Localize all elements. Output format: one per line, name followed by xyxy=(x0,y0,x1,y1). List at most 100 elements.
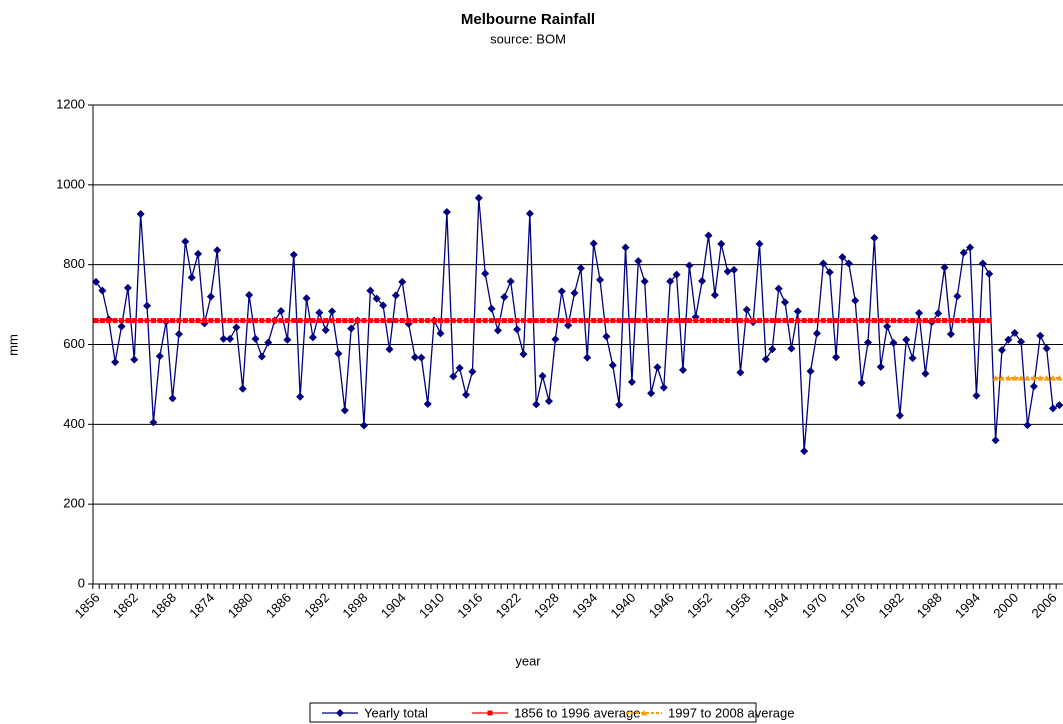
marker xyxy=(257,352,266,361)
marker xyxy=(277,306,286,315)
x-tick-label: 1910 xyxy=(416,590,447,621)
marker xyxy=(788,318,794,324)
marker xyxy=(304,318,310,324)
marker xyxy=(825,268,834,277)
marker xyxy=(119,318,125,324)
marker xyxy=(666,277,675,286)
x-tick-label: 2000 xyxy=(990,590,1021,621)
marker xyxy=(347,324,356,333)
marker xyxy=(991,436,1000,445)
marker xyxy=(482,318,488,324)
marker xyxy=(195,318,201,324)
chart-subtitle: source: BOM xyxy=(490,31,566,46)
marker xyxy=(844,259,853,268)
marker xyxy=(1049,404,1057,413)
marker xyxy=(1056,375,1063,381)
marker xyxy=(225,334,234,343)
marker xyxy=(902,335,911,344)
marker xyxy=(953,292,962,301)
marker xyxy=(782,318,788,324)
marker xyxy=(564,321,573,330)
marker xyxy=(978,259,987,268)
marker xyxy=(297,318,303,324)
y-tick-label: 200 xyxy=(63,496,85,511)
marker xyxy=(181,237,190,246)
x-tick-label: 1988 xyxy=(914,590,945,621)
marker xyxy=(194,249,203,258)
marker xyxy=(967,318,973,324)
marker xyxy=(99,318,105,324)
marker xyxy=(1024,375,1031,381)
x-tick-label: 1916 xyxy=(454,590,485,621)
marker xyxy=(355,318,361,324)
marker xyxy=(972,391,981,400)
marker xyxy=(372,294,381,303)
marker xyxy=(219,334,228,343)
marker xyxy=(457,318,463,324)
marker xyxy=(629,318,635,324)
marker xyxy=(973,318,979,324)
marker xyxy=(366,286,375,295)
marker xyxy=(889,338,898,347)
marker xyxy=(576,264,585,273)
marker xyxy=(922,318,928,324)
marker xyxy=(570,289,579,298)
marker xyxy=(959,248,968,257)
marker xyxy=(787,344,796,353)
marker xyxy=(1036,331,1045,340)
marker xyxy=(654,318,660,324)
marker xyxy=(328,307,337,316)
marker xyxy=(808,318,814,324)
marker xyxy=(1023,421,1032,430)
x-tick-label: 1958 xyxy=(722,590,753,621)
marker xyxy=(961,318,967,324)
marker xyxy=(565,318,571,324)
marker xyxy=(891,318,896,324)
marker xyxy=(1004,335,1013,344)
marker xyxy=(774,284,783,293)
marker xyxy=(359,421,368,430)
marker xyxy=(289,250,298,259)
marker xyxy=(992,375,999,381)
marker xyxy=(462,390,471,399)
marker xyxy=(506,277,515,286)
marker xyxy=(1055,401,1063,410)
marker xyxy=(730,265,738,274)
marker xyxy=(693,318,699,324)
marker xyxy=(621,243,630,252)
marker xyxy=(672,270,681,279)
x-tick-label: 1952 xyxy=(684,590,715,621)
marker xyxy=(1042,344,1051,353)
marker xyxy=(615,400,624,409)
marker xyxy=(399,318,405,324)
marker xyxy=(423,399,432,408)
marker xyxy=(597,318,603,324)
marker xyxy=(487,710,493,716)
marker xyxy=(315,308,324,317)
marker xyxy=(827,318,833,324)
marker xyxy=(935,318,941,324)
marker xyxy=(591,318,597,324)
y-tick-label: 0 xyxy=(78,575,85,590)
marker xyxy=(589,239,598,248)
marker xyxy=(921,369,930,378)
marker xyxy=(425,318,431,324)
marker xyxy=(793,307,802,316)
marker xyxy=(251,334,260,343)
marker xyxy=(602,332,611,341)
marker xyxy=(525,209,534,218)
marker xyxy=(686,318,692,324)
marker xyxy=(519,350,528,359)
marker xyxy=(800,447,809,456)
marker xyxy=(481,269,490,278)
marker xyxy=(795,318,801,324)
marker xyxy=(468,367,477,376)
marker xyxy=(884,318,890,324)
marker xyxy=(176,318,182,324)
marker xyxy=(168,394,177,403)
marker xyxy=(393,318,399,324)
marker xyxy=(997,346,1006,355)
marker xyxy=(750,318,756,324)
marker xyxy=(769,318,775,324)
